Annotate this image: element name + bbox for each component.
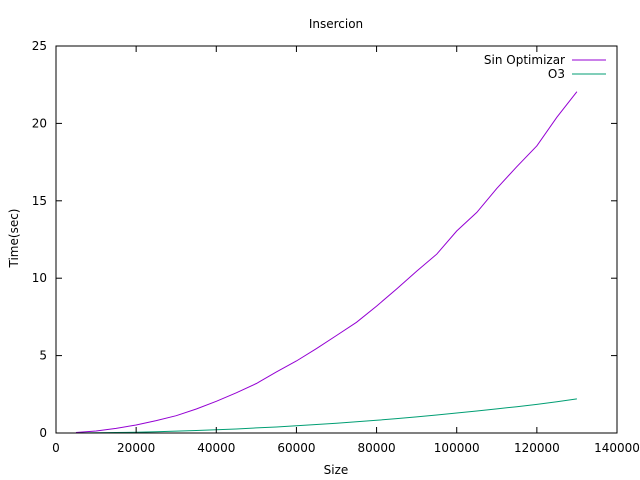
x-axis-label: Size: [324, 463, 349, 477]
chart-title: Insercion: [309, 17, 363, 31]
plot-frame: [55, 45, 618, 434]
x-tick-label: 60000: [277, 441, 315, 455]
x-tick-label: 40000: [197, 441, 235, 455]
y-tick-label: 15: [32, 194, 47, 208]
y-axis-label: Time(sec): [7, 209, 21, 269]
legend-entry-label: O3: [548, 67, 565, 81]
legend-entry-label: Sin Optimizar: [484, 53, 565, 67]
x-tick-label: 140000: [594, 441, 640, 455]
series-line-1: [75, 398, 577, 434]
series-line-0: [75, 91, 578, 433]
x-tick-label: 100000: [434, 441, 480, 455]
x-tick-label: 0: [52, 441, 60, 455]
y-tick-label: 10: [32, 271, 47, 285]
plot-area: [75, 91, 578, 434]
y-tick-label: 25: [32, 39, 47, 53]
x-tick-label: 80000: [357, 441, 395, 455]
y-tick-label: 0: [39, 426, 47, 440]
y-tick-label: 20: [32, 116, 47, 130]
axis-ticks: 0 20000 40000 60000 80000 100000 120000 140000 0…: [32, 39, 640, 455]
x-tick-label: 120000: [514, 441, 560, 455]
x-tick-label: 20000: [117, 441, 155, 455]
y-tick-label: 5: [39, 349, 47, 363]
